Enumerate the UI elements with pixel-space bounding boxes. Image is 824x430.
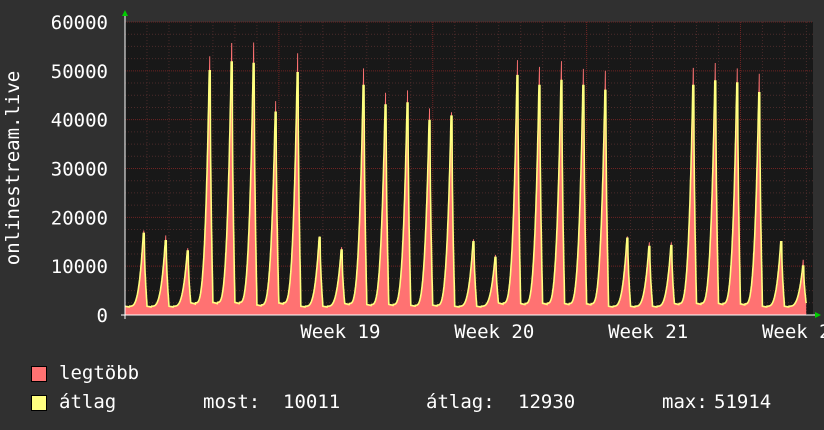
series-legtobb-area: [125, 42, 807, 315]
legend-avg-label: átlag: [59, 391, 117, 413]
stat-max-label: max:: [662, 391, 708, 413]
x-tick-label: Week 21: [608, 321, 688, 343]
stat-avg-label: átlag:: [426, 391, 495, 413]
x-axis-arrow: [815, 312, 821, 318]
y-axis-title: onlinestream.live: [2, 71, 24, 265]
x-tick-label: Week 20: [454, 321, 534, 343]
y-axis-arrow: [122, 10, 128, 16]
stat-most-label: most:: [203, 391, 261, 413]
legend-max-label: legtöbb: [59, 362, 140, 384]
series-atlag-line: [124, 61, 807, 308]
y-tick-label: 0: [97, 305, 108, 327]
legend-avg-swatch: [31, 395, 47, 411]
y-tick-label: 10000: [51, 256, 108, 278]
stat-most-value: 10011: [283, 391, 341, 413]
y-tick-label: 60000: [51, 12, 108, 34]
y-tick-label: 40000: [51, 110, 108, 132]
x-tick-label: Week 22: [762, 321, 824, 343]
stat-avg-value: 12930: [518, 391, 576, 413]
x-tick-label: Week 19: [300, 321, 380, 343]
stat-max-value: 51914: [714, 391, 772, 413]
y-tick-label: 20000: [51, 207, 108, 229]
y-tick-label: 30000: [51, 159, 108, 181]
y-tick-label: 50000: [51, 61, 108, 83]
legend-max-swatch: [31, 366, 47, 382]
